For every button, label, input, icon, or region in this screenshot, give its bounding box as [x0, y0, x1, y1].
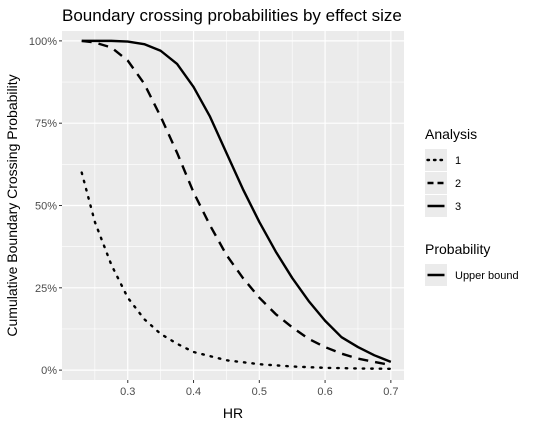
x-tick-label: 0.7 [383, 386, 398, 398]
chart-title: Boundary crossing probabilities by effec… [62, 6, 402, 25]
legend-entry-label: 2 [455, 178, 461, 190]
x-axis-ticks: 0.3 0.4 0.5 0.6 0.7 [120, 380, 398, 398]
x-axis-title: HR [223, 405, 243, 421]
x-tick-label: 0.4 [186, 386, 201, 398]
x-tick-label: 0.6 [317, 386, 332, 398]
legend-entry-label: 1 [455, 155, 461, 167]
y-axis-title: Cumulative Boundary Crossing Probability [4, 74, 20, 336]
series-line-analysis-1 [80, 171, 393, 371]
y-tick-label: 25% [35, 283, 57, 295]
series-line-analysis-2 [81, 39, 392, 367]
y-axis-ticks: 0% 25% 50% 75% 100% [29, 36, 62, 377]
legend-entry-label: 3 [455, 201, 461, 213]
major-gridlines [62, 31, 404, 380]
legend-title: Probability [425, 241, 490, 257]
y-tick-label: 0% [41, 365, 57, 377]
series-line-analysis-3 [81, 39, 392, 364]
series-layer [80, 39, 393, 371]
y-tick-label: 75% [35, 118, 57, 130]
y-tick-label: 50% [35, 201, 57, 213]
x-tick-label: 0.5 [252, 386, 267, 398]
x-tick-label: 0.3 [120, 386, 135, 398]
legend-key-background [425, 172, 447, 194]
legend: Analysis 1 2 3 Probability Upper bound [425, 126, 519, 286]
y-tick-label: 100% [29, 36, 57, 48]
legend-entry-label: Upper bound [455, 270, 519, 282]
legend-title: Analysis [425, 126, 477, 142]
